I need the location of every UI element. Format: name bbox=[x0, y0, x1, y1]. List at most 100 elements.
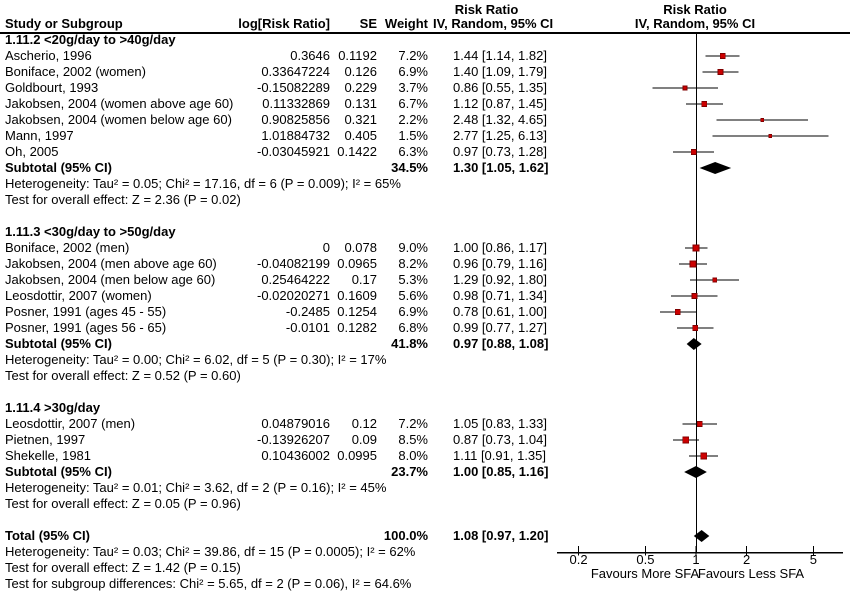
effect-marker bbox=[691, 293, 698, 299]
study-se: 0.0965 bbox=[337, 256, 377, 271]
effect-marker bbox=[689, 260, 697, 268]
study-label: Leosdottir, 2007 (men) bbox=[5, 416, 136, 431]
study-row: Pietnen, 1997 -0.13926207 0.09 8.5% 0.87 [0.… bbox=[0, 432, 850, 448]
heterogeneity-text: Heterogeneity: Tau² = 0.05; Chi² = 17.16… bbox=[5, 176, 401, 191]
effect-marker bbox=[712, 277, 717, 283]
axis-tick-label: 0.2 bbox=[570, 552, 588, 567]
study-label: Posner, 1991 (ages 56 - 65) bbox=[5, 320, 167, 335]
axis-tick-label: 2 bbox=[743, 552, 750, 567]
study-ci-text: 1.11 [0.91, 1.35] bbox=[453, 448, 546, 463]
study-ci-text: 1.00 [0.86, 1.17] bbox=[453, 240, 547, 255]
total-heterogeneity-row: Heterogeneity: Tau² = 0.03; Chi² = 39.86… bbox=[0, 544, 850, 560]
study-se: 0.1192 bbox=[338, 48, 377, 63]
study-weight: 6.9% bbox=[398, 64, 428, 79]
col-header-weight: Weight bbox=[384, 16, 428, 31]
effect-marker bbox=[690, 149, 697, 155]
study-se: 0.126 bbox=[344, 64, 377, 79]
subtotal-label: Subtotal (95% CI) bbox=[5, 336, 112, 351]
heterogeneity-row: Heterogeneity: Tau² = 0.00; Chi² = 6.02,… bbox=[0, 352, 850, 368]
study-log-rr: -0.2485 bbox=[285, 304, 330, 319]
col-header-study: Study or Subgroup bbox=[5, 16, 123, 31]
study-label: Jakobsen, 2004 (men below age 60) bbox=[5, 272, 216, 287]
axis-tick-label: 1 bbox=[692, 552, 699, 567]
subtotal-row: Subtotal (95% CI) 34.5% 1.30 [1.05, 1.62] bbox=[0, 160, 850, 176]
study-row: Posner, 1991 (ages 56 - 65) -0.0101 0.1282… bbox=[0, 320, 850, 336]
study-se: 0.17 bbox=[351, 272, 377, 287]
subtotal-ci-text: 1.30 [1.05, 1.62] bbox=[453, 160, 549, 175]
pooled-diamond bbox=[684, 466, 707, 478]
study-weight: 6.7% bbox=[398, 96, 428, 111]
study-label: Jakobsen, 2004 (men above age 60) bbox=[5, 256, 217, 271]
subtotal-weight: 41.8% bbox=[391, 336, 428, 351]
study-row: Jakobsen, 2004 (men below age 60) 0.25464… bbox=[0, 272, 850, 288]
study-label: Boniface, 2002 (women) bbox=[5, 64, 146, 79]
subtotal-ci-text: 0.97 [0.88, 1.08] bbox=[453, 336, 549, 351]
study-se: 0.09 bbox=[351, 432, 377, 447]
study-ci-text: 0.98 [0.71, 1.34] bbox=[453, 288, 547, 303]
study-weight: 6.3% bbox=[398, 144, 428, 159]
study-weight: 7.2% bbox=[398, 48, 428, 63]
study-se: 0.131 bbox=[344, 96, 377, 111]
subgroup-differences-row: Test for subgroup differences: Chi² = 5.… bbox=[0, 576, 850, 592]
effect-marker bbox=[692, 244, 700, 252]
overall-effect-text: Test for overall effect: Z = 0.05 (P = 0… bbox=[5, 496, 241, 511]
left-effect-title: Risk Ratio bbox=[454, 2, 519, 17]
study-log-rr: 0.33647224 bbox=[261, 64, 330, 79]
axis-tick-label: 0.5 bbox=[636, 552, 654, 567]
col-header-log-rr: log[Risk Ratio] bbox=[238, 16, 330, 31]
study-ci-text: 0.87 [0.73, 1.04] bbox=[453, 432, 547, 447]
study-log-rr: 0 bbox=[322, 240, 330, 255]
study-log-rr: 0.10436002 bbox=[261, 448, 330, 463]
subgroup-title: 1.11.3 <30g/day to >50g/day bbox=[5, 224, 176, 239]
overall-effect-row: Test for overall effect: Z = 2.36 (P = 0… bbox=[0, 192, 850, 208]
study-log-rr: 1.01884732 bbox=[261, 128, 330, 143]
overall-effect-row: Test for overall effect: Z = 0.05 (P = 0… bbox=[0, 496, 850, 512]
study-ci-text: 0.99 [0.77, 1.27] bbox=[453, 320, 547, 335]
study-se: 0.1254 bbox=[337, 304, 377, 319]
study-log-rr: 0.04879016 bbox=[261, 416, 330, 431]
study-ci-text: 1.44 [1.14, 1.82] bbox=[453, 48, 547, 63]
study-ci-text: 1.40 [1.09, 1.79] bbox=[453, 64, 547, 79]
effect-marker bbox=[700, 452, 707, 460]
total-label: Total (95% CI) bbox=[5, 528, 90, 543]
study-row: Ascherio, 1996 0.3646 0.1192 7.2% 1.44 [1.14… bbox=[0, 48, 850, 64]
study-row: Goldbourt, 1993 -0.15082289 0.229 3.7% 0.86 … bbox=[0, 80, 850, 96]
study-weight: 8.0% bbox=[398, 448, 428, 463]
study-row: Boniface, 2002 (women) 0.33647224 0.126 6.9… bbox=[0, 64, 850, 80]
study-log-rr: -0.02020271 bbox=[256, 288, 330, 303]
pooled-diamond bbox=[699, 162, 732, 174]
total-overall-effect-text: Test for overall effect: Z = 1.42 (P = 0… bbox=[5, 560, 241, 575]
effect-marker bbox=[696, 421, 703, 427]
study-weight: 5.6% bbox=[398, 288, 428, 303]
study-log-rr: -0.04082199 bbox=[256, 256, 330, 271]
study-label: Pietnen, 1997 bbox=[5, 432, 86, 447]
subtotal-weight: 23.7% bbox=[391, 464, 428, 479]
axis-tick-label: 5 bbox=[810, 552, 817, 567]
effect-marker bbox=[701, 101, 708, 107]
study-label: Jakobsen, 2004 (women below age 60) bbox=[5, 112, 232, 127]
study-label: Leosdottir, 2007 (women) bbox=[5, 288, 152, 303]
study-weight: 6.8% bbox=[398, 320, 428, 335]
subtotal-ci-text: 1.00 [0.85, 1.16] bbox=[453, 464, 549, 479]
study-label: Jakobsen, 2004 (women above age 60) bbox=[5, 96, 234, 111]
col-header-ci: IV, Random, 95% CI bbox=[433, 16, 554, 31]
pooled-diamond bbox=[686, 338, 702, 350]
study-log-rr: 0.25464222 bbox=[261, 272, 330, 287]
study-ci-text: 2.77 [1.25, 6.13] bbox=[453, 128, 547, 143]
subtotal-label: Subtotal (95% CI) bbox=[5, 160, 112, 175]
study-weight: 3.7% bbox=[398, 80, 428, 95]
subgroup-title-row: 1.11.2 <20g/day to >40g/day bbox=[0, 32, 850, 48]
study-weight: 5.3% bbox=[398, 272, 428, 287]
study-se: 0.0995 bbox=[337, 448, 377, 463]
effect-marker bbox=[760, 118, 765, 122]
study-label: Mann, 1997 bbox=[5, 128, 74, 143]
heterogeneity-text: Heterogeneity: Tau² = 0.01; Chi² = 3.62,… bbox=[5, 480, 387, 495]
subgroup-differences-text: Test for subgroup differences: Chi² = 5.… bbox=[5, 576, 412, 591]
study-weight: 2.2% bbox=[398, 112, 428, 127]
plot-method-title: IV, Random, 95% CI bbox=[634, 16, 756, 31]
study-ci-text: 1.05 [0.83, 1.33] bbox=[453, 416, 547, 431]
study-se: 0.405 bbox=[344, 128, 377, 143]
study-row: Shekelle, 1981 0.10436002 0.0995 8.0% 1.11 [… bbox=[0, 448, 850, 464]
study-weight: 8.2% bbox=[398, 256, 428, 271]
